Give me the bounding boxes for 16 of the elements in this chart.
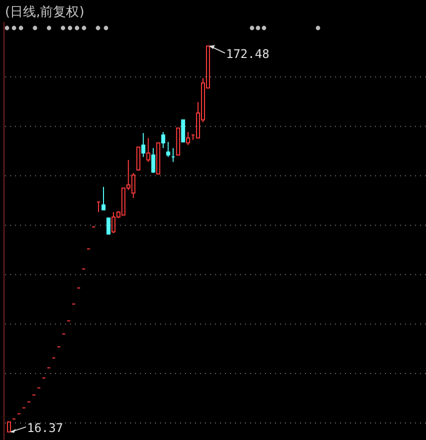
candlestick — [96, 201, 101, 213]
chart-title: (日线,前复权) — [5, 5, 84, 20]
text: 172.48 — [226, 47, 270, 62]
candlestick — [102, 186, 106, 210]
candlestick — [161, 132, 166, 149]
candlestick — [166, 141, 170, 158]
candlestick — [171, 148, 176, 162]
candlestick — [141, 132, 146, 158]
candlestick — [106, 218, 110, 235]
candlestick — [136, 146, 140, 171]
annotation: 16.37 — [26, 420, 64, 435]
candlestick — [146, 137, 150, 162]
candlestick — [186, 132, 190, 146]
candlestick — [181, 119, 186, 142]
candlestick — [6, 421, 11, 432]
candlestick — [151, 148, 156, 174]
